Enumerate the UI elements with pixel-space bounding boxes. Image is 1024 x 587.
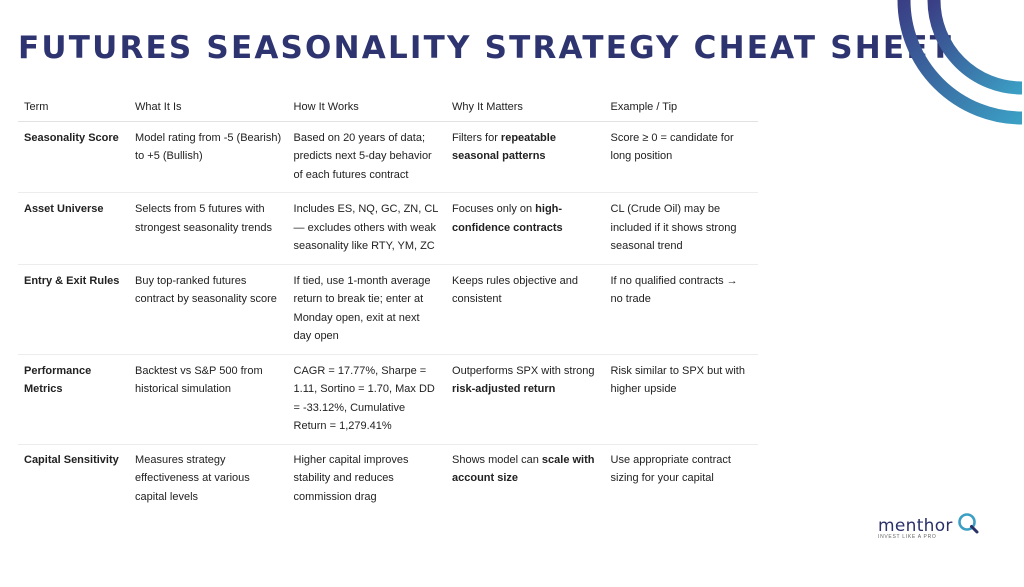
decorative-arcs: [897, 0, 1023, 125]
row-term: Performance Metrics: [18, 354, 130, 445]
table-row: Seasonality Score Model rating from -5 (…: [18, 121, 758, 193]
row-how: Higher capital improves stability and re…: [293, 453, 409, 503]
row-term: Seasonality Score: [18, 121, 130, 193]
table-row: Performance Metrics Backtest vs S&P 500 …: [18, 354, 758, 445]
why-text: Shows model can: [452, 453, 542, 466]
row-example: Score ≥ 0 = candidate for long position: [604, 121, 758, 193]
row-term: Asset Universe: [18, 192, 130, 265]
why-text: Focuses only on: [452, 203, 536, 215]
table-header-row: Term What It Is How It Works Why It Matt…: [18, 96, 758, 122]
table-row: Entry & Exit Rules Buy top-ranked future…: [18, 264, 758, 355]
why-highlight: repeatable seasonal patterns: [452, 131, 556, 163]
row-example: If no qualified contracts → no trade: [604, 264, 758, 355]
why-text: Filters for: [452, 131, 501, 144]
header-how-it-works: How It Works: [287, 96, 447, 122]
row-how: If tied, use 1-month average return to b…: [287, 264, 447, 355]
table-row: Capital Sensitivity Measures strategy ef…: [18, 444, 758, 514]
row-term: Entry & Exit Rules: [18, 264, 130, 355]
why-highlight: high-confidence contracts: [452, 203, 563, 234]
logo-name: menthor: [878, 516, 953, 536]
row-what: Buy top-ranked futures contract by seaso…: [129, 264, 288, 355]
row-what: Measures strategy effectiveness at vario…: [135, 453, 250, 503]
row-what: Backtest vs S&P 500 from historical simu…: [129, 354, 288, 445]
table-row: Asset Universe Selects from 5 futures wi…: [18, 192, 758, 265]
brand-logo: menthor INVEST LIKE A PRO: [878, 512, 979, 540]
header-example-tip: Example / Tip: [604, 96, 758, 122]
row-why: Keeps rules objective and consistent: [446, 264, 605, 355]
why-highlight: scale with account size: [452, 453, 595, 485]
row-why: Outperforms SPX with strong risk-adjuste…: [446, 354, 605, 445]
header-why-it-matters: Why It Matters: [446, 96, 605, 122]
row-example: Risk similar to SPX but with higher upsi…: [604, 354, 758, 445]
q-magnifier-icon: [958, 513, 979, 534]
row-example: Use appropriate contract sizing for your…: [610, 453, 731, 485]
header-what-it-is: What It Is: [129, 96, 288, 122]
row-how: Includes ES, NQ, GC, ZN, CL — excludes o…: [287, 192, 447, 265]
row-how: CAGR = 17.77%, Sharpe = 1.11, Sortino = …: [287, 354, 447, 445]
row-why: Filters for repeatable seasonal patterns: [446, 121, 605, 193]
row-term: Capital Sensitivity: [24, 453, 119, 466]
header-term: Term: [18, 96, 130, 122]
row-example: CL (Crude Oil) may be included if it sho…: [604, 192, 758, 265]
why-text: Keeps rules objective and consistent: [452, 274, 578, 306]
row-how: Based on 20 years of data; predicts next…: [287, 121, 447, 193]
row-what: Model rating from -5 (Bearish) to +5 (Bu…: [129, 121, 288, 193]
row-why: Focuses only on high-confidence contract…: [446, 192, 605, 265]
why-highlight: risk-adjusted return: [452, 383, 556, 395]
logo-tagline: INVEST LIKE A PRO: [878, 534, 937, 540]
why-text: Outperforms SPX with strong: [452, 364, 595, 377]
page-title: FUTURES SEASONALITY STRATEGY CHEAT SHEET: [18, 30, 954, 66]
cheat-sheet-table: Term What It Is How It Works Why It Matt…: [18, 96, 758, 514]
row-why: Shows model can scale with account size: [446, 444, 604, 514]
row-what: Selects from 5 futures with strongest se…: [129, 192, 288, 265]
